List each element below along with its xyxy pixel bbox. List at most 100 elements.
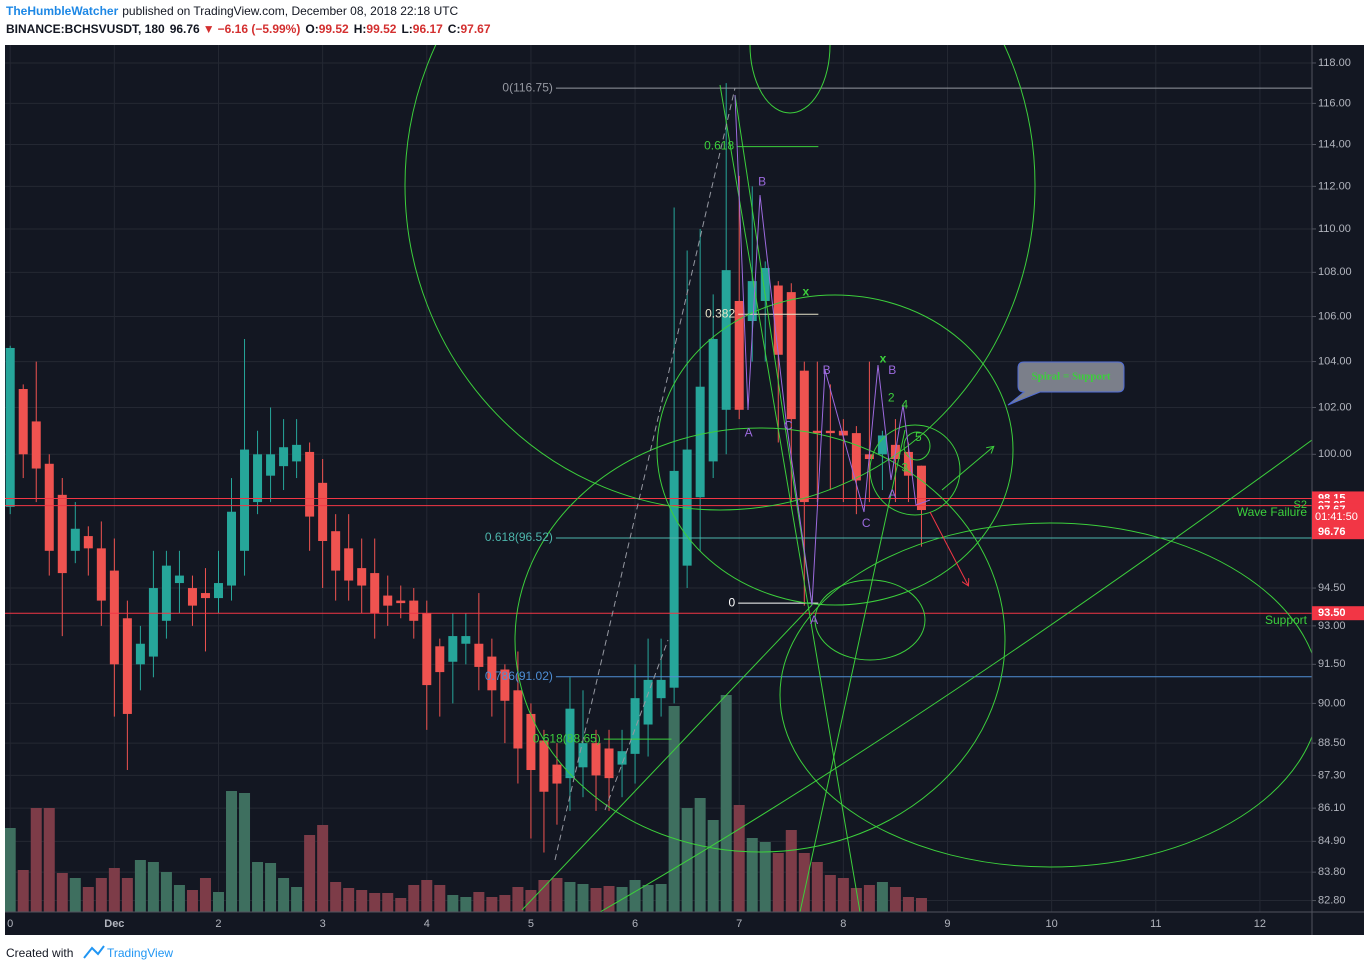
volume-bar: [212, 892, 224, 912]
volume-bar: [681, 808, 693, 912]
trend-line: [521, 604, 813, 911]
volume-bar: [421, 880, 433, 912]
wave-label: x: [803, 284, 810, 298]
candle-body: [695, 386, 705, 498]
candle-body: [656, 679, 666, 699]
x-tick-label: 0: [7, 918, 13, 930]
y-tick-label: 118.00: [1318, 57, 1351, 69]
y-tick-label: 110.00: [1318, 223, 1351, 235]
fib-label: 0.382: [705, 306, 735, 320]
axes: 118.00 116.00 114.00 112.00 110.00 108.00 106.…: [7, 57, 1364, 930]
author[interactable]: TheHumbleWatcher: [6, 4, 119, 18]
candle-body: [266, 454, 276, 476]
candle-body: [174, 575, 184, 584]
spiral-arc: [869, 424, 961, 516]
candle-body: [903, 451, 913, 476]
x-tick-label: 2: [215, 918, 221, 930]
y-tick-label: 104.00: [1318, 355, 1352, 367]
volume-bar: [343, 888, 355, 912]
volume-bar: [811, 862, 823, 912]
volume-bar: [147, 862, 159, 912]
published: published on TradingView.com, December 0…: [122, 4, 458, 18]
candle-body: [135, 643, 145, 665]
footer-background: [0, 935, 1364, 972]
change: −6.16 (−5.99%): [218, 22, 301, 36]
volume-bar: [759, 842, 771, 912]
footer-brand[interactable]: TradingView: [107, 946, 173, 960]
volume-bar: [160, 872, 172, 912]
ohlc-key: C:: [448, 22, 461, 36]
volume-bar: [499, 895, 511, 912]
candle-body: [5, 347, 15, 507]
volume-bar: [824, 875, 836, 912]
volume-bar: [876, 882, 888, 912]
candle-body: [760, 267, 770, 301]
candle-body: [747, 281, 757, 321]
y-tick-label: 86.10: [1318, 802, 1346, 814]
volume-bar: [603, 886, 615, 912]
volume-bar: [460, 897, 472, 912]
support-note: Support: [1265, 613, 1308, 627]
candle-body: [851, 433, 861, 481]
spiral-arc: [514, 427, 1006, 853]
candle-body: [591, 743, 601, 776]
change-arrow: ▼: [203, 22, 215, 36]
wave-label: A: [888, 487, 896, 501]
volume-bar: [837, 878, 849, 912]
candle-body: [617, 751, 627, 765]
candle-body: [31, 421, 41, 469]
volume-bar: [43, 808, 55, 912]
volume-bar: [564, 882, 576, 912]
x-tick-label: 4: [424, 918, 430, 930]
candle-body: [825, 430, 835, 434]
candle-body: [409, 600, 419, 621]
volume-bar: [395, 898, 407, 912]
wave-label: 4: [901, 397, 908, 411]
y-tick-label: 100.00: [1318, 448, 1352, 460]
ohlc-key: H:: [354, 22, 367, 36]
y-tick-label: 90.00: [1318, 697, 1346, 709]
price-label-box: [1312, 509, 1364, 540]
grid: [5, 45, 1312, 912]
volume-bar: [512, 887, 524, 912]
candle-body: [109, 570, 119, 665]
candle-body: [57, 494, 67, 574]
overlay: Spiral = Support Support Wave Failure S2…: [485, 80, 1308, 745]
callout-text: Spiral = Support: [1031, 371, 1110, 383]
candle-body: [370, 573, 380, 614]
volume-bar: [746, 838, 758, 912]
candle-body: [630, 698, 640, 754]
volume-bar: [720, 695, 732, 912]
candle-body: [552, 764, 562, 784]
dashed-line: [604, 639, 669, 811]
last-price: 96.76: [170, 22, 200, 36]
fib-label: 0.618(96.52): [485, 530, 553, 544]
ohlc-key: O:: [305, 22, 318, 36]
wave-label: x: [880, 351, 887, 365]
fib-label: 0.618(88.65): [533, 731, 601, 745]
spiral-arc: [656, 294, 1014, 606]
candle-body: [604, 748, 614, 779]
candle-body: [916, 465, 926, 511]
volume-bar: [82, 887, 94, 912]
volume-bar: [330, 882, 342, 912]
candle-body: [474, 643, 484, 667]
volume-bar: [577, 884, 589, 912]
candle-body: [96, 548, 106, 601]
volume-bar: [252, 862, 264, 912]
wave-label: 2: [888, 390, 895, 404]
candle-body: [318, 482, 328, 541]
price-label-box: [1312, 606, 1364, 621]
y-tick-label: 91.50: [1318, 658, 1346, 670]
candle-body: [734, 300, 744, 410]
price-label: 93.50: [1318, 607, 1346, 619]
candle-body: [708, 338, 718, 462]
volume-bar: [772, 853, 784, 912]
volume-bar: [304, 835, 316, 912]
volume-bar: [369, 893, 381, 912]
volume-bar: [173, 885, 185, 912]
volume-bar: [473, 892, 485, 912]
x-tick-label: 9: [944, 918, 950, 930]
trend-line: [799, 429, 906, 912]
volume-bar: [902, 897, 914, 912]
